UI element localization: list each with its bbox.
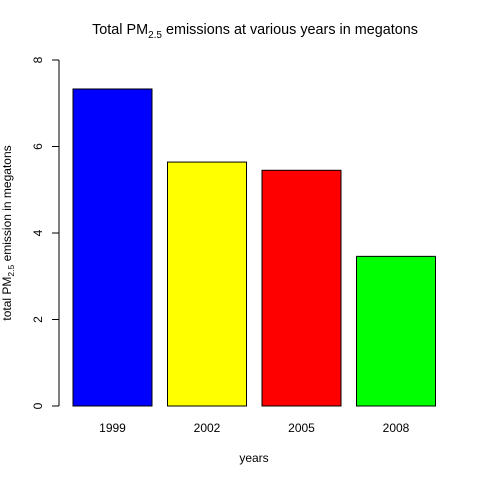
bars [73, 89, 436, 406]
chart-title-subscript: 2.5 [148, 30, 162, 41]
y-axis-ticks: 0 2 4 6 8 [31, 56, 59, 409]
x-axis-label: years [239, 451, 268, 465]
bar-1999 [73, 89, 152, 406]
bar-2005 [262, 170, 341, 406]
y-tick-label: 2 [31, 316, 45, 323]
y-tick-label: 8 [31, 56, 45, 63]
y-tick-label: 6 [31, 143, 45, 150]
bar-2008 [357, 256, 436, 406]
y-axis-label-suffix: emission in megatons [0, 145, 14, 264]
bar-2002 [168, 162, 247, 406]
y-axis-label-prefix: total PM [0, 277, 14, 321]
x-tick-label-2005: 2005 [288, 421, 315, 435]
y-axis-label-subscript: 2.5 [6, 265, 16, 277]
y-tick-label: 4 [31, 229, 45, 236]
chart-title-prefix: Total PM [92, 22, 148, 38]
y-tick-label: 0 [31, 402, 45, 409]
x-tick-label-1999: 1999 [99, 421, 126, 435]
x-tick-label-2008: 2008 [383, 421, 410, 435]
chart-title-suffix: emissions at various years in megatons [162, 22, 418, 38]
y-axis-label: total PM2.5 emission in megatons [0, 145, 16, 320]
x-axis-tick-labels: 1999 2002 2005 2008 [99, 421, 410, 435]
chart-title: Total PM2.5 emissions at various years i… [92, 22, 418, 41]
x-tick-label-2002: 2002 [194, 421, 221, 435]
